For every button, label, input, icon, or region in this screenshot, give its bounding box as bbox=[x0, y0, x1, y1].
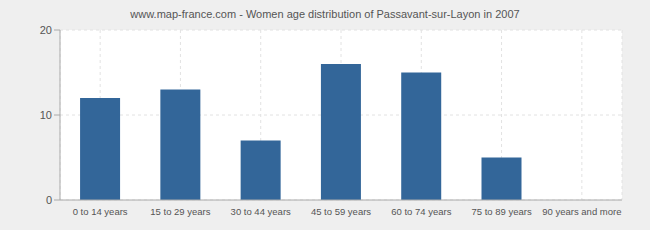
svg-text:45 to 59 years: 45 to 59 years bbox=[311, 206, 371, 217]
svg-text:15 to 29 years: 15 to 29 years bbox=[150, 206, 210, 217]
html-text:www.map-france.com - Women age: www.map-france.com - Women age distribut… bbox=[130, 8, 520, 20]
svg-text:0: 0 bbox=[46, 194, 52, 206]
svg-text:10: 10 bbox=[40, 109, 52, 121]
svg-text:30 to 44 years: 30 to 44 years bbox=[231, 206, 291, 217]
svg-text:0 to 14 years: 0 to 14 years bbox=[73, 206, 128, 217]
svg-text:90 years and more: 90 years and more bbox=[542, 206, 621, 217]
svg-text:20: 20 bbox=[40, 24, 52, 36]
svg-text:60 to 74 years: 60 to 74 years bbox=[391, 206, 451, 217]
svg-text:75 to 89 years: 75 to 89 years bbox=[471, 206, 531, 217]
